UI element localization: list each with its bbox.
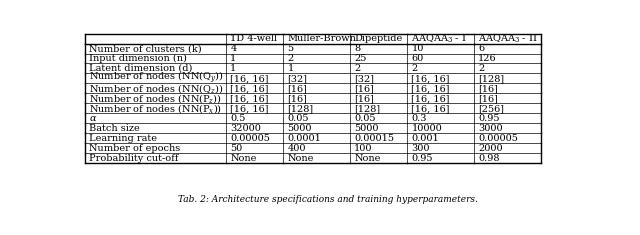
Text: [128]: [128] — [287, 104, 314, 113]
Text: Müller-Brown: Müller-Brown — [287, 34, 356, 43]
Text: [32]: [32] — [355, 74, 374, 83]
Text: None: None — [230, 153, 257, 163]
Text: [16, 16]: [16, 16] — [230, 94, 269, 103]
Text: 0.95: 0.95 — [478, 114, 500, 123]
Text: 0.98: 0.98 — [478, 153, 500, 163]
Text: 0.00005: 0.00005 — [478, 134, 518, 143]
Text: Number of nodes (NN(P$_x$)): Number of nodes (NN(P$_x$)) — [89, 102, 222, 115]
Text: Number of nodes (NN(Q$_y$)): Number of nodes (NN(Q$_y$)) — [89, 70, 223, 86]
Text: [16]: [16] — [355, 84, 374, 93]
Text: 60: 60 — [412, 54, 424, 63]
Text: Number of nodes (NN(P$_z$)): Number of nodes (NN(P$_z$)) — [89, 92, 221, 105]
Text: 100: 100 — [355, 144, 372, 153]
Text: [16]: [16] — [287, 84, 307, 93]
Text: Number of epochs: Number of epochs — [89, 144, 180, 153]
Text: [16, 16]: [16, 16] — [230, 74, 269, 83]
Text: Number of clusters (k): Number of clusters (k) — [89, 44, 202, 53]
Text: [256]: [256] — [478, 104, 504, 113]
Text: [16, 16]: [16, 16] — [412, 94, 450, 103]
Text: 0.95: 0.95 — [412, 153, 433, 163]
Text: 5000: 5000 — [355, 124, 379, 133]
Text: 1: 1 — [287, 64, 294, 73]
Text: 0.00015: 0.00015 — [355, 134, 394, 143]
Text: 5000: 5000 — [287, 124, 312, 133]
Text: Dipeptide: Dipeptide — [355, 34, 403, 43]
Text: Input dimension (n): Input dimension (n) — [89, 54, 187, 63]
Text: 6: 6 — [478, 44, 484, 53]
Text: Batch size: Batch size — [89, 124, 140, 133]
Text: [16, 16]: [16, 16] — [230, 84, 269, 93]
Text: AAQAA$_3$ - I: AAQAA$_3$ - I — [412, 32, 467, 45]
Text: $\alpha$: $\alpha$ — [89, 114, 97, 123]
Text: Probability cut-off: Probability cut-off — [89, 153, 179, 163]
Text: [16]: [16] — [355, 94, 374, 103]
Text: 0.3: 0.3 — [412, 114, 427, 123]
Text: 25: 25 — [355, 54, 367, 63]
Text: 2: 2 — [412, 64, 417, 73]
Text: 50: 50 — [230, 144, 243, 153]
Text: Number of nodes (NN(Q$_z$)): Number of nodes (NN(Q$_z$)) — [89, 82, 223, 95]
Text: Latent dimension (d): Latent dimension (d) — [89, 64, 192, 73]
Text: 0.5: 0.5 — [230, 114, 246, 123]
Text: Learning rate: Learning rate — [89, 134, 157, 143]
Text: 3000: 3000 — [478, 124, 503, 133]
Text: 2: 2 — [478, 64, 484, 73]
Text: 400: 400 — [287, 144, 306, 153]
Text: 4: 4 — [230, 44, 237, 53]
Text: [16]: [16] — [478, 84, 498, 93]
Text: 2: 2 — [355, 64, 360, 73]
Text: [16, 16]: [16, 16] — [412, 104, 450, 113]
Text: [16]: [16] — [478, 94, 498, 103]
Text: 2: 2 — [287, 54, 294, 63]
Text: [32]: [32] — [287, 74, 307, 83]
Text: 32000: 32000 — [230, 124, 261, 133]
Text: 0.05: 0.05 — [287, 114, 309, 123]
Text: AAQAA$_3$ - II: AAQAA$_3$ - II — [478, 32, 538, 45]
Text: [128]: [128] — [478, 74, 504, 83]
Text: [16, 16]: [16, 16] — [412, 84, 450, 93]
Text: 0.0001: 0.0001 — [287, 134, 321, 143]
Text: 1: 1 — [230, 54, 237, 63]
Text: 0.05: 0.05 — [355, 114, 376, 123]
Text: 0.00005: 0.00005 — [230, 134, 270, 143]
Text: [16]: [16] — [287, 94, 307, 103]
Text: None: None — [287, 153, 314, 163]
Text: 10000: 10000 — [412, 124, 442, 133]
Text: 10: 10 — [412, 44, 424, 53]
Text: [16, 16]: [16, 16] — [230, 104, 269, 113]
Text: 8: 8 — [355, 44, 360, 53]
Text: [128]: [128] — [355, 104, 380, 113]
Text: Tab. 2: Architecture specifications and training hyperparameters.: Tab. 2: Architecture specifications and … — [178, 195, 478, 204]
Text: 0.001: 0.001 — [412, 134, 439, 143]
Text: [16, 16]: [16, 16] — [412, 74, 450, 83]
Text: 126: 126 — [478, 54, 497, 63]
Text: 1D 4-well: 1D 4-well — [230, 34, 277, 43]
Text: None: None — [355, 153, 381, 163]
Text: 5: 5 — [287, 44, 294, 53]
Text: 2000: 2000 — [478, 144, 503, 153]
Text: 300: 300 — [412, 144, 430, 153]
Text: 1: 1 — [230, 64, 237, 73]
